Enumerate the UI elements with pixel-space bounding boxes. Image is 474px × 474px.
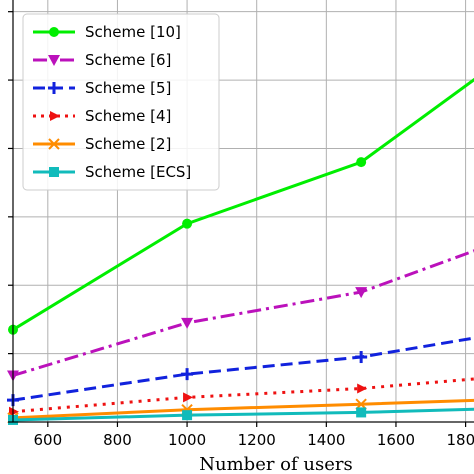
legend-marker: [48, 55, 60, 66]
series-layer: [12, 77, 474, 422]
x-tick-label: 1000: [168, 431, 206, 449]
legend-label: Scheme [4]: [85, 107, 171, 125]
series-line-4: [12, 398, 474, 420]
legend-label: Scheme [10]: [85, 23, 181, 41]
data-point-3-1: [183, 392, 194, 403]
data-point-2-1: [181, 368, 194, 381]
y-ticks: [8, 11, 13, 423]
x-tick-label: 1200: [238, 431, 276, 449]
x-ticks: 600 800 1000 1200 1400 1600 1800: [33, 422, 474, 449]
x-axis-label: Number of users: [199, 454, 352, 474]
legend-marker: [50, 111, 60, 121]
legend-marker: [49, 27, 59, 37]
legend-marker: [48, 82, 60, 94]
data-point-2-2: [355, 351, 368, 364]
legend-marker: [48, 138, 60, 150]
series-line-1: [12, 249, 474, 377]
legend-box: [22, 13, 220, 191]
legend-marker: [49, 167, 59, 177]
series-line-5: [12, 407, 474, 422]
x-tick-label: 1600: [377, 431, 415, 449]
data-point-5-2: [356, 407, 367, 418]
plot-frame: [12, 0, 474, 423]
legend-label: Scheme [5]: [85, 79, 171, 97]
x-tick-label: 600: [33, 431, 62, 449]
data-point-0-1: [182, 218, 193, 229]
data-point-5-1: [182, 410, 193, 421]
legend-label: Scheme [6]: [85, 51, 171, 69]
legend: Scheme [10] Scheme [6] Scheme [5] Scheme [4…: [22, 13, 220, 191]
data-point-0-2: [356, 157, 367, 168]
x-tick-label: 800: [103, 431, 132, 449]
legend-label: Scheme [ECS]: [85, 163, 191, 181]
series-line-2: [12, 336, 474, 402]
series-line-3: [12, 377, 474, 414]
legend-label: Scheme [2]: [85, 135, 171, 153]
data-point-3-2: [357, 383, 368, 394]
x-tick-label: 1400: [307, 431, 345, 449]
x-tick-label: 1800: [446, 431, 474, 449]
data-point-1-2: [355, 287, 368, 299]
series-line-0: [12, 77, 474, 331]
data-point-3-0: [9, 406, 19, 417]
data-point-1-1: [181, 317, 194, 329]
marker-layer: [7, 157, 368, 425]
